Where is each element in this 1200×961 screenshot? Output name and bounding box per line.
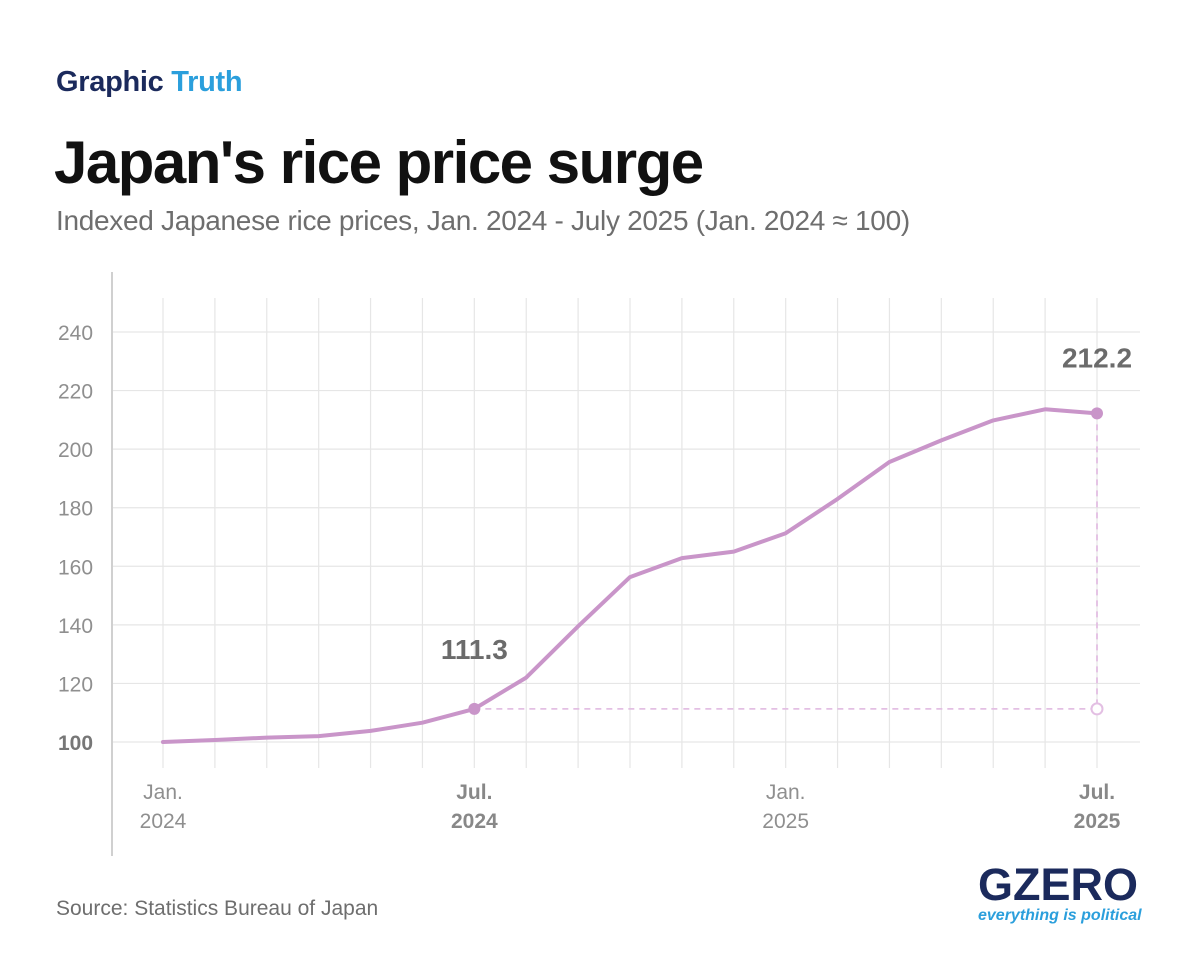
reference-point-open	[1090, 702, 1104, 716]
logo-tagline: everything is political	[978, 907, 1142, 924]
series-layer	[161, 407, 1103, 744]
x-tick-label-month: Jul.	[1079, 781, 1115, 804]
x-tick-label-year: 2024	[140, 810, 187, 833]
chart-title: Japan's rice price surge	[54, 129, 704, 196]
x-tick-label-month: Jan.	[766, 781, 806, 804]
x-tick-label-year: 2025	[1074, 810, 1121, 833]
y-tick-label: 220	[58, 381, 93, 404]
y-tick-label: 180	[58, 498, 93, 521]
annotated-data-point	[1091, 407, 1103, 420]
logo-wordmark: GZERO	[978, 859, 1139, 910]
data-label: 212.2	[1062, 342, 1132, 373]
kicker-graphic: Graphic	[56, 66, 164, 98]
x-tick-label-month: Jul.	[456, 781, 492, 804]
kicker-truth: Truth	[171, 66, 243, 98]
x-tick-label-month: Jan.	[143, 781, 183, 804]
x-tick-label-year: 2024	[451, 810, 498, 833]
axis-layer: 100 120 140 160 180 200 220 240 Jan. 2024 Jul. 2024…	[58, 272, 1121, 856]
y-tick-label: 120	[58, 673, 93, 696]
gzero-logo: GZERO everything is political	[978, 862, 1148, 925]
y-tick-label: 100	[58, 732, 93, 755]
y-tick-label: 160	[58, 556, 93, 579]
rice-price-index-line	[161, 407, 1099, 744]
data-label: 111.3	[441, 634, 508, 665]
y-tick-label: 240	[58, 322, 93, 345]
source-note: Source: Statistics Bureau of Japan	[56, 897, 379, 920]
x-tick-label-year: 2025	[762, 810, 809, 833]
label-layer: 111.3 212.2	[441, 342, 1132, 664]
annotated-data-point	[468, 702, 481, 715]
chart-subtitle: Indexed Japanese rice prices, Jan. 2024 …	[56, 205, 910, 236]
y-tick-label: 200	[58, 439, 93, 462]
kicker: Graphic Truth	[56, 66, 243, 99]
grid-layer	[112, 298, 1140, 768]
guide-layer	[474, 413, 1104, 716]
y-tick-label: 140	[58, 615, 93, 638]
